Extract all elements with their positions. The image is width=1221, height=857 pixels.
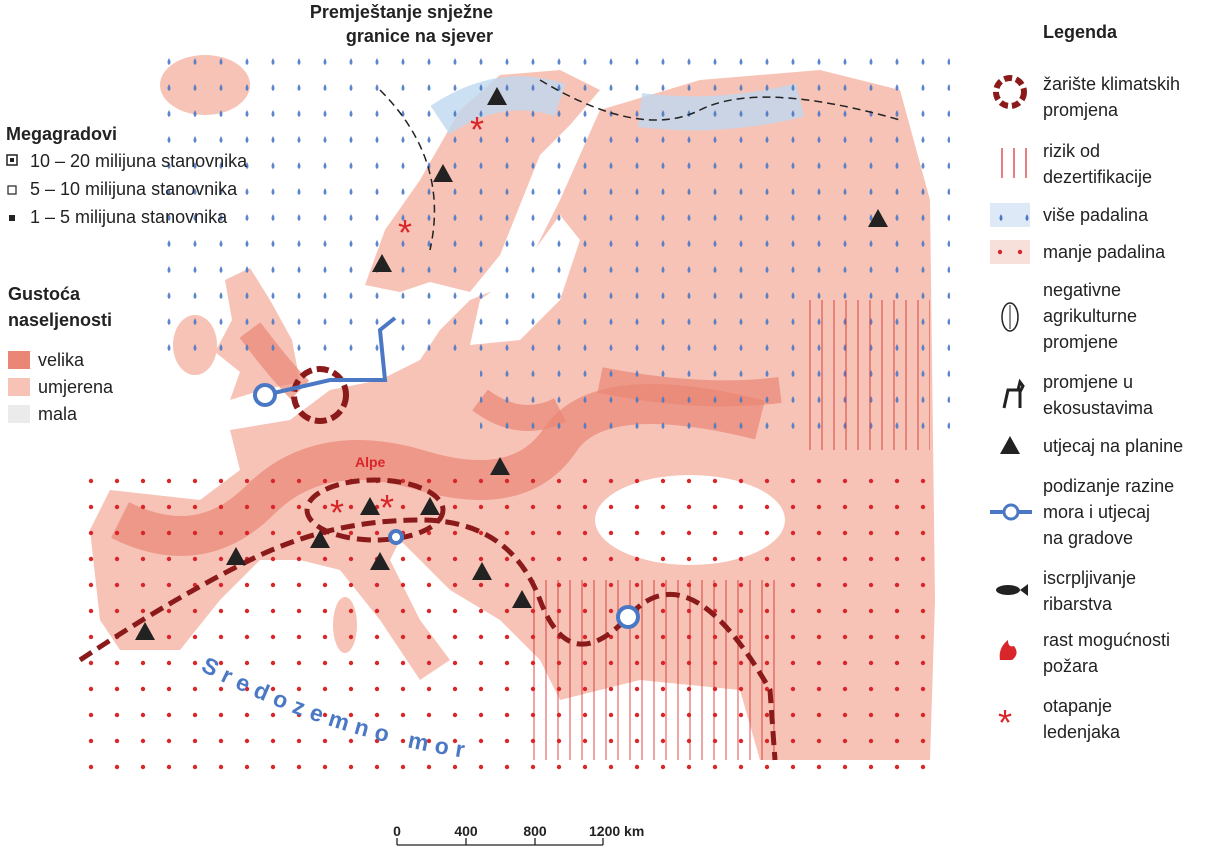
density-item: umjerena — [38, 377, 114, 397]
legend-item: dezertifikacije — [1043, 167, 1152, 187]
legend-item: rast mogućnosti — [1043, 630, 1170, 650]
legend-item: promjena — [1043, 100, 1119, 120]
svg-text:*: * — [998, 702, 1012, 743]
legend-item: rizik od — [1043, 141, 1100, 161]
legend-item: negativne — [1043, 280, 1121, 300]
legend-item: iscrpljivanje — [1043, 568, 1136, 588]
sea-level-cities — [253, 383, 640, 629]
map-title: granice na sjever — [346, 26, 493, 46]
megacities-heading: Megagradovi — [6, 124, 117, 144]
hotspot-line — [78, 517, 778, 761]
snow-line — [379, 79, 901, 251]
scale-label: 0 — [393, 823, 401, 839]
legend-item: utjecaj na planine — [1043, 436, 1183, 456]
svg-text:*: * — [380, 487, 394, 528]
scale-label: 800 — [523, 823, 547, 839]
legend-item: ledenjaka — [1043, 722, 1121, 742]
svg-text:*: * — [330, 492, 344, 533]
legend-item: na gradove — [1043, 528, 1133, 548]
legend-item: žarište klimatskih — [1043, 74, 1180, 94]
map-title: Premještanje snježne — [310, 2, 493, 22]
legend-heading: Legenda — [1043, 22, 1118, 42]
legend-icons: * — [6, 75, 1032, 743]
legend-item: manje padalina — [1043, 242, 1166, 262]
legend-item: promjene u — [1043, 372, 1133, 392]
megacities-item: 5 – 10 milijuna stanovnika — [30, 179, 238, 199]
legend-item: promjene — [1043, 332, 1118, 352]
density-item: mala — [38, 404, 78, 424]
legend-item: požara — [1043, 656, 1099, 676]
land — [80, 40, 950, 770]
legend-item: ekosustavima — [1043, 398, 1154, 418]
density-item: velika — [38, 350, 85, 370]
hotspot — [291, 366, 349, 424]
alps-hotspot — [304, 477, 446, 543]
legend-item: ribarstva — [1043, 594, 1113, 614]
megacities-item: 1 – 5 milijuna stanovnika — [30, 207, 228, 227]
legend-item: više padalina — [1043, 205, 1149, 225]
svg-text:*: * — [398, 212, 412, 253]
legend-item: otapanje — [1043, 696, 1112, 716]
legend-item: mora i utjecaj — [1043, 502, 1150, 522]
legend-item: podizanje razine — [1043, 476, 1174, 496]
svg-text:*: * — [470, 109, 484, 150]
map-label: Alpe — [355, 454, 386, 470]
mountain-icons — [135, 87, 888, 640]
scale-label: 400 — [454, 823, 478, 839]
density-heading: Gustoća — [8, 284, 81, 304]
megacities-item: 10 – 20 milijuna stanovnika — [30, 151, 248, 171]
scale-bar — [396, 838, 604, 846]
scale-label: 1200 km — [589, 823, 644, 839]
density-heading: naseljenosti — [8, 310, 112, 330]
legend-item: agrikulturne — [1043, 306, 1137, 326]
sea-level-coast — [264, 316, 397, 397]
glacier-icons: * * * * — [330, 109, 484, 533]
